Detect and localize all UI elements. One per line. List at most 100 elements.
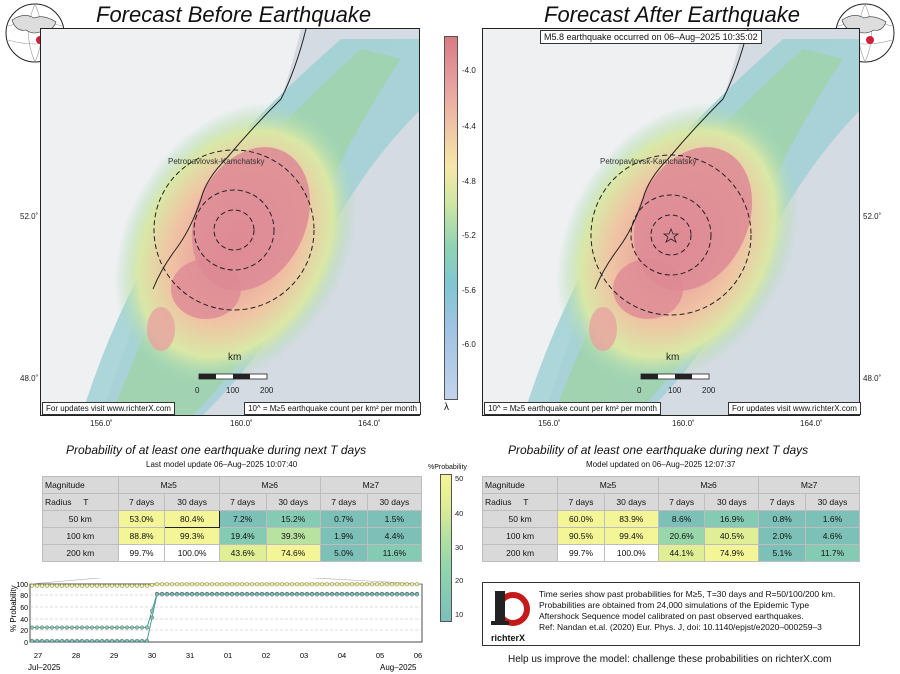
timeseries-point — [400, 592, 405, 597]
prob-cell: 4.4% — [366, 527, 423, 545]
timeseries-point — [290, 592, 295, 597]
timeseries-point — [254, 592, 259, 597]
timeseries-point — [89, 625, 94, 630]
timeseries-point — [270, 582, 275, 587]
prob-cell: 0.8% — [758, 510, 806, 528]
radius-header: Radius — [485, 497, 512, 507]
period-header: 30 days — [704, 493, 760, 511]
timeseries-svg: 100 80 60 40 20 0 27 28 29 30 31 01 02 03 04 05 06 % Pr… — [9, 571, 423, 672]
left-city-label: Petropavlovsk-Kamchatsky — [168, 157, 265, 166]
radius-t-header: Radius T — [481, 493, 559, 511]
pcbar-tick: 40 — [455, 509, 464, 518]
colorbar-symbol: λ — [444, 402, 449, 413]
timeseries-point — [340, 592, 345, 597]
timeseries-point — [30, 583, 35, 588]
timeseries-point — [60, 638, 65, 643]
probability-timeseries[interactable]: 100 80 60 40 20 0 27 28 29 30 31 01 02 03 04 05 06 % Pr… — [8, 571, 424, 674]
table-row: 50 km 60.0% 83.9% 8.6% 16.9% 0.8% 1.6% — [481, 510, 861, 528]
radius-t-header: Radius T — [42, 493, 119, 511]
period-header: 30 days — [804, 493, 861, 511]
timeseries-point — [400, 582, 405, 587]
right-scale-tick: 0 — [637, 386, 642, 395]
timeseries-point — [45, 583, 50, 588]
period-header: 7 days — [319, 493, 368, 511]
timeseries-point — [50, 625, 55, 630]
timeseries-point — [144, 638, 149, 643]
timeseries-point — [114, 625, 119, 630]
timeseries-point — [139, 583, 144, 588]
left-lat-tick: 52.0˚ — [20, 212, 39, 221]
left-forecast-map[interactable] — [40, 28, 420, 416]
timeseries-ytick: 40 — [20, 617, 28, 624]
timeseries-point — [300, 592, 305, 597]
t-header: T — [523, 497, 529, 507]
event-banner: M5.8 earthquake occurred on 06–Aug–2025 … — [540, 30, 762, 44]
timeseries-point — [124, 625, 129, 630]
prob-cell: 88.8% — [117, 527, 166, 545]
prob-cell: 44.1% — [657, 544, 706, 562]
timeseries-point — [99, 625, 104, 630]
prob-cell: 1.9% — [319, 527, 368, 545]
right-scale-tick: 100 — [668, 386, 682, 395]
timeseries-point — [345, 582, 350, 587]
timeseries-point — [194, 582, 199, 587]
timeseries-point — [405, 592, 410, 597]
timeseries-point — [229, 592, 234, 597]
timeseries-point — [370, 582, 375, 587]
prob-cell: 99.7% — [557, 544, 605, 562]
timeseries-point — [55, 583, 60, 588]
radius-label: 50 km — [481, 510, 559, 528]
prob-cell-selected[interactable]: 80.4% — [164, 510, 220, 528]
timeseries-xtick: 28 — [72, 651, 80, 660]
mag-header: M≥6 — [218, 476, 321, 494]
timeseries-point — [270, 592, 275, 597]
right-forecast-map[interactable] — [482, 28, 860, 416]
timeseries-xtick: 30 — [148, 651, 156, 660]
timeseries-point — [310, 582, 315, 587]
prob-cell: 100.0% — [164, 544, 220, 562]
timeseries-point — [154, 592, 159, 597]
timeseries-point — [224, 582, 229, 587]
timeseries-point — [70, 583, 75, 588]
timeseries-point — [65, 583, 70, 588]
table-row: 100 km 88.8% 99.3% 19.4% 39.3% 1.9% 4.4% — [42, 527, 423, 545]
right-table-subtitle: Model updated on 06–Aug–2025 12:07:37 — [586, 460, 736, 469]
timeseries-point — [330, 582, 335, 587]
timeseries-point — [99, 638, 104, 643]
zoom-connector-left — [29, 571, 169, 585]
left-lon-tick: 164.0˚ — [358, 419, 381, 428]
left-km-label: km — [228, 352, 242, 363]
timeseries-point — [35, 638, 40, 643]
left-scale-tick: 200 — [260, 386, 274, 395]
timeseries-point — [149, 615, 154, 620]
timeseries-point — [355, 592, 360, 597]
period-header: 7 days — [657, 493, 706, 511]
pcbar-tick: 50 — [455, 474, 464, 483]
prob-cell: 1.6% — [804, 510, 861, 528]
colorbar-tick: -5.2 — [462, 231, 476, 240]
timeseries-point — [224, 592, 229, 597]
timeseries-point — [265, 592, 270, 597]
timeseries-point — [89, 638, 94, 643]
timeseries-ytick: 20 — [20, 628, 28, 635]
feedback-link[interactable]: Help us improve the model: challenge the… — [508, 654, 832, 665]
timeseries-point — [380, 592, 385, 597]
prob-cell: 90.5% — [557, 527, 605, 545]
mag-header: M≥7 — [758, 476, 860, 494]
timeseries-point — [244, 592, 249, 597]
timeseries-point — [335, 582, 340, 587]
timeseries-point — [265, 582, 270, 587]
timeseries-point — [315, 582, 320, 587]
timeseries-point — [45, 638, 50, 643]
info-text: Time series show past probabilities for … — [539, 589, 835, 633]
timeseries-point — [410, 582, 415, 587]
timeseries-point — [114, 583, 119, 588]
left-lon-tick: 160.0˚ — [230, 419, 253, 428]
timeseries-point — [350, 582, 355, 587]
timeseries-point — [119, 625, 124, 630]
timeseries-point — [204, 582, 209, 587]
timeseries-point — [189, 582, 194, 587]
mag-header: M≥5 — [117, 476, 220, 494]
timeseries-point — [109, 583, 114, 588]
timeseries-point — [30, 625, 35, 630]
